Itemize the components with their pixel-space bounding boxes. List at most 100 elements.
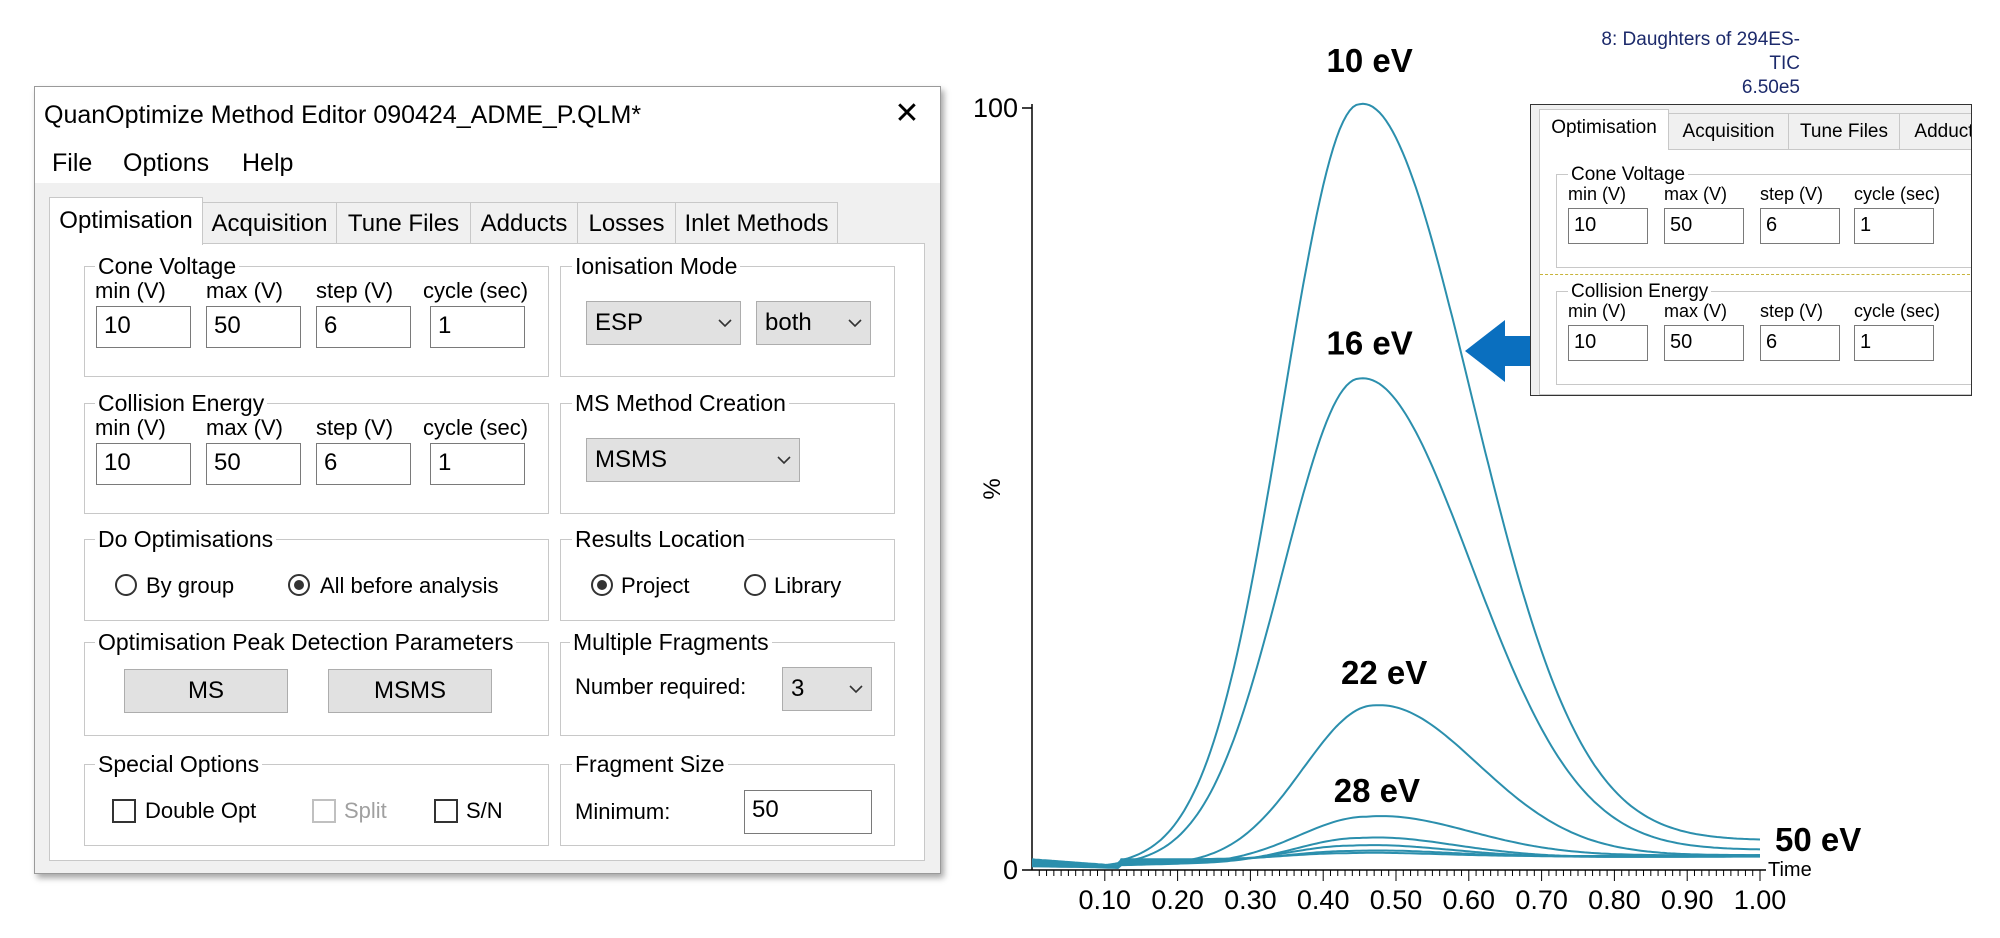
number-required-label: Number required: <box>575 674 747 699</box>
cone-max-input[interactable]: 50 <box>206 306 301 348</box>
fragment-minimum-input[interactable]: 50 <box>744 790 872 834</box>
x-axis-label: Time <box>1768 859 1812 881</box>
tab-optimisation[interactable]: Optimisation <box>49 197 203 245</box>
checkbox-split-label: Split <box>344 798 387 823</box>
cone-step-label: step (V) <box>316 278 394 303</box>
inset-tab-optimisation[interactable]: Optimisation <box>1539 109 1669 150</box>
radio-by-group[interactable] <box>115 574 137 596</box>
chart-series-line <box>1031 102 1761 868</box>
inset-cone-cycle-label: cycle (sec) <box>1854 184 1941 204</box>
x-tick-label: 0.90 <box>1661 885 1714 915</box>
radio-all-before-analysis[interactable] <box>288 574 310 596</box>
inset-cone-min-input[interactable]: 10 <box>1568 208 1648 244</box>
ms-method-select[interactable]: MSMS <box>586 438 800 482</box>
radio-by-group-label: By group <box>146 573 235 598</box>
chart-curves <box>1031 102 1761 869</box>
cone-cycle-input[interactable]: 1 <box>430 306 525 348</box>
inset-cone-max-input[interactable]: 50 <box>1664 208 1744 244</box>
inset-tab-tune-files[interactable]: Tune Files <box>1788 113 1900 149</box>
y-tick-label: 0 <box>1003 855 1018 885</box>
tab-losses[interactable]: Losses <box>577 202 676 243</box>
chevron-down-icon <box>848 319 862 328</box>
menu-help[interactable]: Help <box>242 149 294 177</box>
curve-label: 28 eV <box>1334 772 1420 809</box>
do-optimisations-group <box>84 539 549 621</box>
ms-method-creation-title: MS Method Creation <box>572 391 789 415</box>
cone-min-label: min (V) <box>95 278 166 303</box>
cone-max-label: max (V) <box>206 278 283 303</box>
radio-project-label: Project <box>621 573 690 598</box>
msms-button[interactable]: MSMS <box>328 669 492 713</box>
collision-step-input[interactable]: 6 <box>316 443 411 485</box>
chevron-down-icon <box>849 685 863 694</box>
inset-cone-max-label: max (V) <box>1664 184 1727 204</box>
inset-dialog: Optimisation Acquisition Tune Files Addu… <box>1530 104 1972 396</box>
collision-step-label: step (V) <box>316 415 394 440</box>
x-tick-label: 0.80 <box>1588 885 1641 915</box>
cone-step-input[interactable]: 6 <box>316 306 411 348</box>
ms-method-value: MSMS <box>595 446 667 473</box>
chart-series-line <box>1031 851 1761 867</box>
x-tick-label: 0.30 <box>1224 885 1277 915</box>
collision-max-label: max (V) <box>206 415 283 440</box>
x-tick-label: 1.00 <box>1734 885 1787 915</box>
collision-max-input[interactable]: 50 <box>206 443 301 485</box>
inset-cone-cycle-input[interactable]: 1 <box>1854 208 1934 244</box>
collision-min-label: min (V) <box>95 415 166 440</box>
close-icon[interactable]: ✕ <box>894 96 920 131</box>
ionisation-mode-select[interactable]: ESP <box>586 301 741 345</box>
number-required-value: 3 <box>791 675 805 702</box>
curve-label: 50 eV <box>1775 821 1861 858</box>
checkbox-sn-label: S/N <box>466 798 503 823</box>
chart-axes: 0.10 0.20 0.30 0.40 0.50 0.60 0.70 0.80 0.90 1.00… <box>973 93 1812 915</box>
ms-button[interactable]: MS <box>124 669 288 713</box>
title-bar: QuanOptimize Method Editor 090424_ADME_P… <box>35 87 940 141</box>
y-axis-label: % <box>979 478 1006 499</box>
collision-cycle-input[interactable]: 1 <box>430 443 525 485</box>
multiple-fragments-title: Multiple Fragments <box>570 630 772 654</box>
tab-adducts[interactable]: Adducts <box>470 202 578 243</box>
polarity-select[interactable]: both <box>756 301 871 345</box>
special-options-title: Special Options <box>95 752 263 776</box>
checkbox-split <box>312 799 336 823</box>
x-tick-label: 0.40 <box>1297 885 1350 915</box>
collision-min-input[interactable]: 10 <box>96 443 191 485</box>
radio-selected-dot <box>294 580 304 590</box>
x-tick-label: 0.10 <box>1079 885 1132 915</box>
checkbox-double-opt[interactable] <box>112 799 136 823</box>
peak-detection-title: Optimisation Peak Detection Parameters <box>95 630 517 654</box>
y-tick-label: 100 <box>973 93 1018 123</box>
inset-collision-min-input[interactable]: 10 <box>1568 325 1648 361</box>
inset-collision-step-input[interactable]: 6 <box>1760 325 1840 361</box>
optimisation-panel: Cone Voltage min (V) max (V) step (V) cy… <box>49 243 925 861</box>
inset-tab-acquisition[interactable]: Acquisition <box>1668 113 1789 149</box>
checkbox-sn[interactable] <box>434 799 458 823</box>
radio-project[interactable] <box>591 574 613 596</box>
chart-header-line1: 8: Daughters of 294ES- <box>1601 29 1800 50</box>
menu-options[interactable]: Options <box>123 149 210 177</box>
radio-library[interactable] <box>744 574 766 596</box>
tab-inlet-methods[interactable]: Inlet Methods <box>675 202 838 243</box>
tab-acquisition[interactable]: Acquisition <box>202 202 337 243</box>
menu-file[interactable]: File <box>52 149 93 177</box>
inset-collision-cycle-input[interactable]: 1 <box>1854 325 1934 361</box>
number-required-select[interactable]: 3 <box>782 667 872 711</box>
chart-labels: 10 eV 16 eV 22 eV 28 eV 50 eV <box>1326 42 1861 858</box>
x-tick-label: 0.50 <box>1370 885 1423 915</box>
chevron-down-icon <box>777 456 791 465</box>
dialog-title: QuanOptimize Method Editor 090424_ADME_P… <box>44 101 642 129</box>
cone-voltage-title: Cone Voltage <box>95 254 240 278</box>
menu-bar: File Options Help <box>35 141 940 183</box>
tab-tune-files[interactable]: Tune Files <box>336 202 471 243</box>
inset-divider <box>1540 274 1971 275</box>
inset-tab-adduct[interactable]: Adduct <box>1899 113 1971 149</box>
ionisation-mode-title: Ionisation Mode <box>572 254 741 278</box>
cone-voltage-group <box>84 266 549 377</box>
inset-collision-max-input[interactable]: 50 <box>1664 325 1744 361</box>
ionisation-mode-value: ESP <box>595 309 644 336</box>
radio-selected-dot <box>597 580 607 590</box>
inset-cone-step-input[interactable]: 6 <box>1760 208 1840 244</box>
curve-label: 10 eV <box>1326 42 1412 79</box>
cone-min-input[interactable]: 10 <box>96 306 191 348</box>
